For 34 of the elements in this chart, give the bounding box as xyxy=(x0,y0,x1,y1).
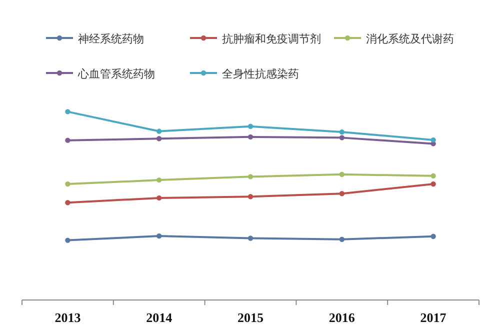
x-tick-label: 2017 xyxy=(420,310,447,325)
point xyxy=(430,173,436,179)
point xyxy=(248,124,254,129)
point xyxy=(248,236,254,241)
legend-label: 全身性抗感染药 xyxy=(222,68,299,80)
point xyxy=(339,135,344,140)
x-tick-label: 2016 xyxy=(328,310,356,325)
point xyxy=(430,234,436,239)
point xyxy=(156,177,162,183)
point xyxy=(156,233,162,239)
point xyxy=(65,181,70,187)
point xyxy=(339,172,344,178)
point xyxy=(339,191,344,196)
point xyxy=(65,138,70,143)
x-tick-label: 2013 xyxy=(54,310,82,325)
x-tick-label: 2015 xyxy=(238,310,264,325)
point xyxy=(339,236,344,242)
legend-label: 消化系统及代谢药 xyxy=(366,32,454,46)
legend-label: 心血管系统药物 xyxy=(77,68,155,80)
legend-label: 神经系统药物 xyxy=(78,32,144,46)
point xyxy=(248,134,254,140)
x-tick-label: 2014 xyxy=(146,310,173,325)
point xyxy=(430,181,436,187)
point xyxy=(156,195,162,201)
point xyxy=(65,238,70,243)
point xyxy=(156,136,162,142)
point xyxy=(248,194,254,200)
point xyxy=(430,137,436,143)
legend-label: 抗肿瘤和免疫调节剂 xyxy=(222,32,321,46)
point xyxy=(248,174,254,180)
point xyxy=(65,109,70,114)
point xyxy=(339,129,344,135)
point xyxy=(156,128,162,134)
point xyxy=(65,200,70,206)
